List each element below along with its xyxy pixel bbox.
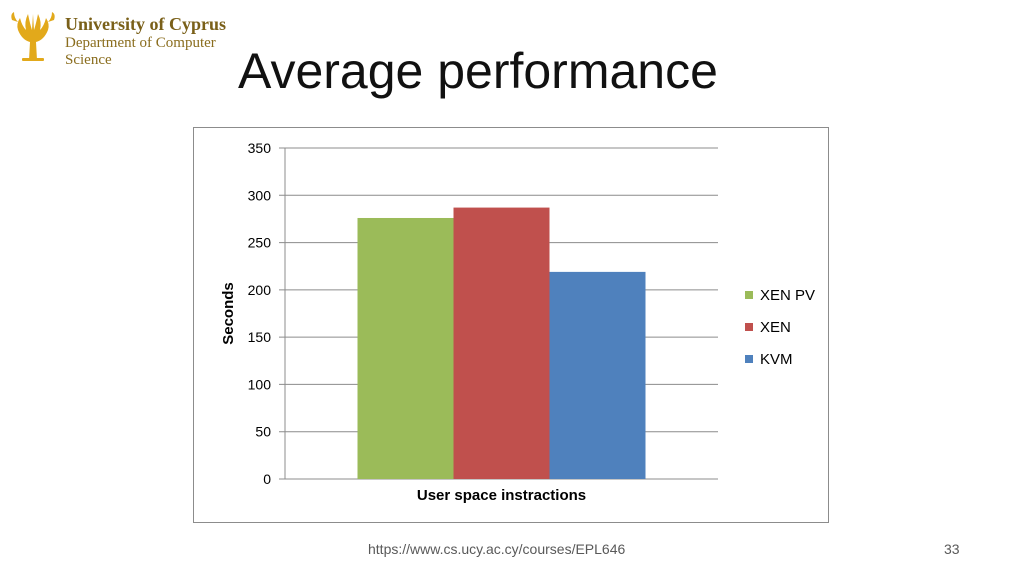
y-axis-label: Seconds (220, 282, 237, 345)
legend-swatch (745, 291, 753, 299)
logo-department-name: Department of Computer (65, 35, 216, 51)
y-tick-label: 0 (263, 471, 271, 487)
y-tick-label: 200 (248, 282, 272, 298)
legend-swatch (745, 323, 753, 331)
chart-frame: 0 50 100 150 200 250 300 350 User space instract… (193, 127, 829, 523)
slide-title: Average performance (238, 43, 718, 99)
y-tick-label: 250 (248, 235, 272, 251)
bar-xen (453, 207, 550, 479)
legend-label: XEN (760, 319, 791, 336)
y-tick-label: 350 (248, 140, 272, 156)
footer-url: https://www.cs.ucy.ac.cy/courses/EPL646 (368, 541, 626, 557)
logo-text: University of Cyprus Department of Compu… (65, 14, 226, 68)
bar-chart: 0 50 100 150 200 250 300 350 User space instract… (220, 140, 815, 504)
logo-department-name-cont: Science (65, 52, 112, 68)
x-axis-label: User space instractions (417, 487, 586, 504)
university-logo: University of Cyprus Department of Compu… (8, 10, 238, 74)
bar-kvm (549, 271, 646, 479)
page-number: 33 (944, 541, 960, 557)
y-tick-label: 150 (248, 329, 272, 345)
y-tick-label: 50 (255, 424, 271, 440)
legend-label: XEN PV (760, 287, 815, 304)
legend-label: KVM (760, 351, 793, 368)
legend-swatch (745, 355, 753, 363)
y-tick-label: 300 (248, 187, 272, 203)
logo-university-name: University of Cyprus (65, 14, 226, 34)
bar-xen-pv (357, 217, 454, 479)
tree-logo-icon (11, 12, 55, 61)
y-tick-label: 100 (248, 376, 272, 392)
